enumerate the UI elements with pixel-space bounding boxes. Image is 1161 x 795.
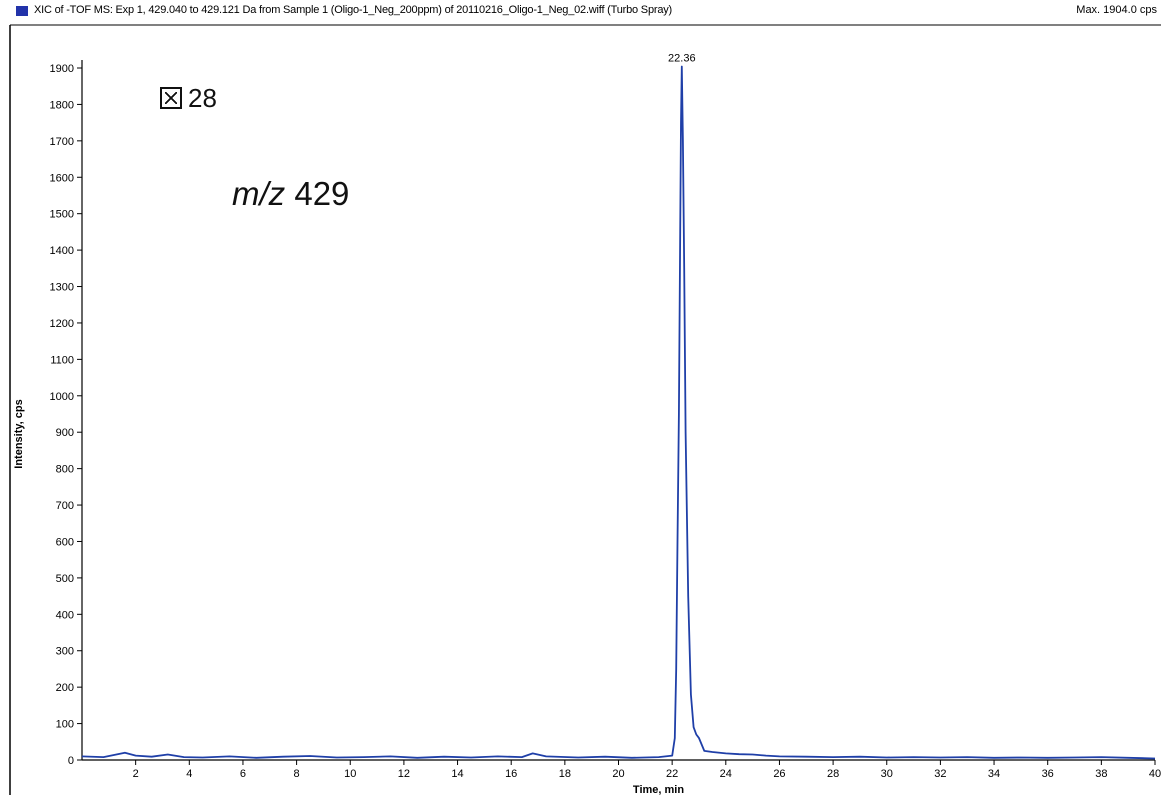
figure-mark-icon bbox=[160, 87, 182, 109]
y-tick-label: 700 bbox=[56, 500, 74, 512]
y-tick-label: 1600 bbox=[50, 172, 74, 184]
y-tick-label: 1500 bbox=[50, 209, 74, 221]
y-tick-label: 1400 bbox=[50, 245, 74, 257]
x-tick-label: 38 bbox=[1095, 768, 1107, 780]
mz-annotation: m/z 429 bbox=[232, 175, 350, 212]
x-tick-label: 18 bbox=[559, 768, 571, 780]
x-tick-label: 30 bbox=[881, 768, 893, 780]
x-tick-label: 24 bbox=[720, 768, 732, 780]
x-tick-label: 36 bbox=[1042, 768, 1054, 780]
y-tick-label: 500 bbox=[56, 573, 74, 585]
max-intensity-label: Max. 1904.0 cps bbox=[1076, 4, 1157, 16]
x-tick-label: 16 bbox=[505, 768, 517, 780]
x-tick-label: 28 bbox=[827, 768, 839, 780]
y-tick-label: 1800 bbox=[50, 99, 74, 111]
chart-title: XIC of -TOF MS: Exp 1, 429.040 to 429.12… bbox=[34, 4, 673, 16]
y-tick-label: 100 bbox=[56, 719, 74, 731]
x-tick-label: 12 bbox=[398, 768, 410, 780]
y-tick-label: 1300 bbox=[50, 282, 74, 294]
x-axis-label: Time, min bbox=[633, 784, 684, 795]
x-tick-label: 4 bbox=[186, 768, 192, 780]
y-tick-label: 300 bbox=[56, 646, 74, 658]
x-tick-label: 10 bbox=[344, 768, 356, 780]
x-tick-label: 40 bbox=[1149, 768, 1161, 780]
y-tick-label: 600 bbox=[56, 536, 74, 548]
figure-label: 28 bbox=[160, 83, 217, 114]
series-color-swatch bbox=[16, 6, 28, 16]
x-tick-label: 2 bbox=[133, 768, 139, 780]
x-tick-label: 6 bbox=[240, 768, 246, 780]
x-tick-label: 32 bbox=[934, 768, 946, 780]
peak-label: 22.36 bbox=[668, 53, 696, 65]
y-tick-label: 1200 bbox=[50, 318, 74, 330]
y-tick-label: 1000 bbox=[50, 391, 74, 403]
y-tick-label: 200 bbox=[56, 682, 74, 694]
y-tick-label: 800 bbox=[56, 464, 74, 476]
y-tick-label: 1900 bbox=[50, 63, 74, 75]
x-tick-label: 34 bbox=[988, 768, 1000, 780]
y-tick-label: 400 bbox=[56, 609, 74, 621]
x-tick-label: 20 bbox=[612, 768, 624, 780]
y-tick-label: 0 bbox=[68, 755, 74, 767]
y-axis-label: Intensity, cps bbox=[13, 399, 25, 468]
chart-title-bar: XIC of -TOF MS: Exp 1, 429.040 to 429.12… bbox=[0, 0, 1161, 30]
y-tick-label: 1100 bbox=[50, 354, 74, 366]
x-tick-label: 8 bbox=[294, 768, 300, 780]
y-tick-label: 1700 bbox=[50, 136, 74, 148]
chromatogram-trace bbox=[81, 65, 1156, 760]
x-tick-label: 22 bbox=[666, 768, 678, 780]
x-tick-label: 26 bbox=[773, 768, 785, 780]
x-tick-label: 14 bbox=[451, 768, 463, 780]
y-tick-label: 900 bbox=[56, 427, 74, 439]
